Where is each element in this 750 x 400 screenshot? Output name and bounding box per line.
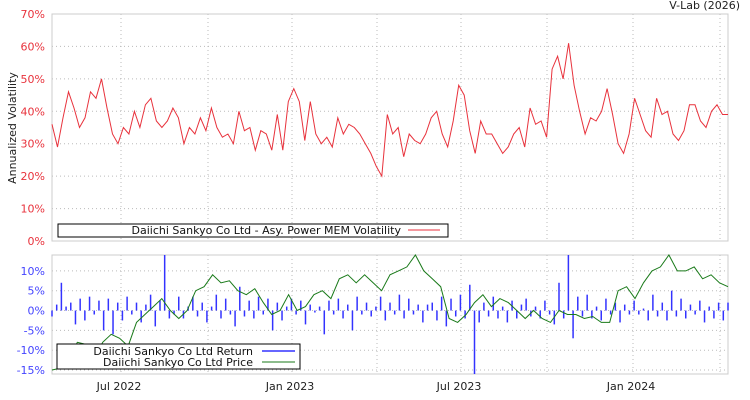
legend-price-label: Daiichi Sankyo Co Ltd Price xyxy=(103,356,253,369)
top-plot-frame xyxy=(51,13,729,242)
x-tick-label: Jul 2022 xyxy=(96,380,142,393)
y-tick-label: 20% xyxy=(21,170,45,183)
volatility-series-line xyxy=(51,43,728,178)
y-tick-label: 70% xyxy=(21,8,45,21)
y-tick-label: -15% xyxy=(17,364,45,377)
y-tick-label: 30% xyxy=(21,138,45,151)
bottom-legend-box xyxy=(56,343,301,370)
legend-volatility-label: Daiichi Sankyo Co Ltd - Asy. Power MEM V… xyxy=(132,224,402,237)
y-tick-label: 0% xyxy=(28,305,45,318)
y-tick-label: -5% xyxy=(24,324,45,337)
top-y-ticks: 0% 10% 20% 30% 40% 50% 60% 70% xyxy=(21,8,45,248)
y-tick-label: 60% xyxy=(21,40,45,53)
return-bars xyxy=(51,255,729,374)
y-tick-label: 10% xyxy=(21,265,45,278)
top-legend-box xyxy=(57,223,449,238)
top-grid xyxy=(52,13,728,242)
x-ticks: Jul 2022 Jan 2023 Jul 2023 Jan 2024 xyxy=(96,380,656,393)
chart-title: V-Lab (2026) xyxy=(669,0,740,12)
x-tick-label: Jul 2023 xyxy=(436,380,482,393)
y-tick-label: -10% xyxy=(17,344,45,357)
price-series-line xyxy=(51,254,729,371)
y-tick-label: 10% xyxy=(21,203,45,216)
y-tick-label: 40% xyxy=(21,105,45,118)
y-tick-label: 5% xyxy=(28,285,45,298)
y-tick-label: 50% xyxy=(21,73,45,86)
y-tick-label: 0% xyxy=(28,235,45,248)
legend-return-label: Daiichi Sankyo Co Ltd Return xyxy=(93,345,253,358)
bottom-legend: Daiichi Sankyo Co Ltd Return Daiichi San… xyxy=(56,343,301,370)
y-axis-label: Annualized Volatility xyxy=(6,72,19,184)
top-legend: Daiichi Sankyo Co Ltd - Asy. Power MEM V… xyxy=(57,223,449,238)
x-tick-label: Jan 2024 xyxy=(606,380,655,393)
bottom-y-ticks: -15% -10% -5% 0% 5% 10% xyxy=(17,265,45,377)
x-tick-label: Jan 2023 xyxy=(265,380,314,393)
